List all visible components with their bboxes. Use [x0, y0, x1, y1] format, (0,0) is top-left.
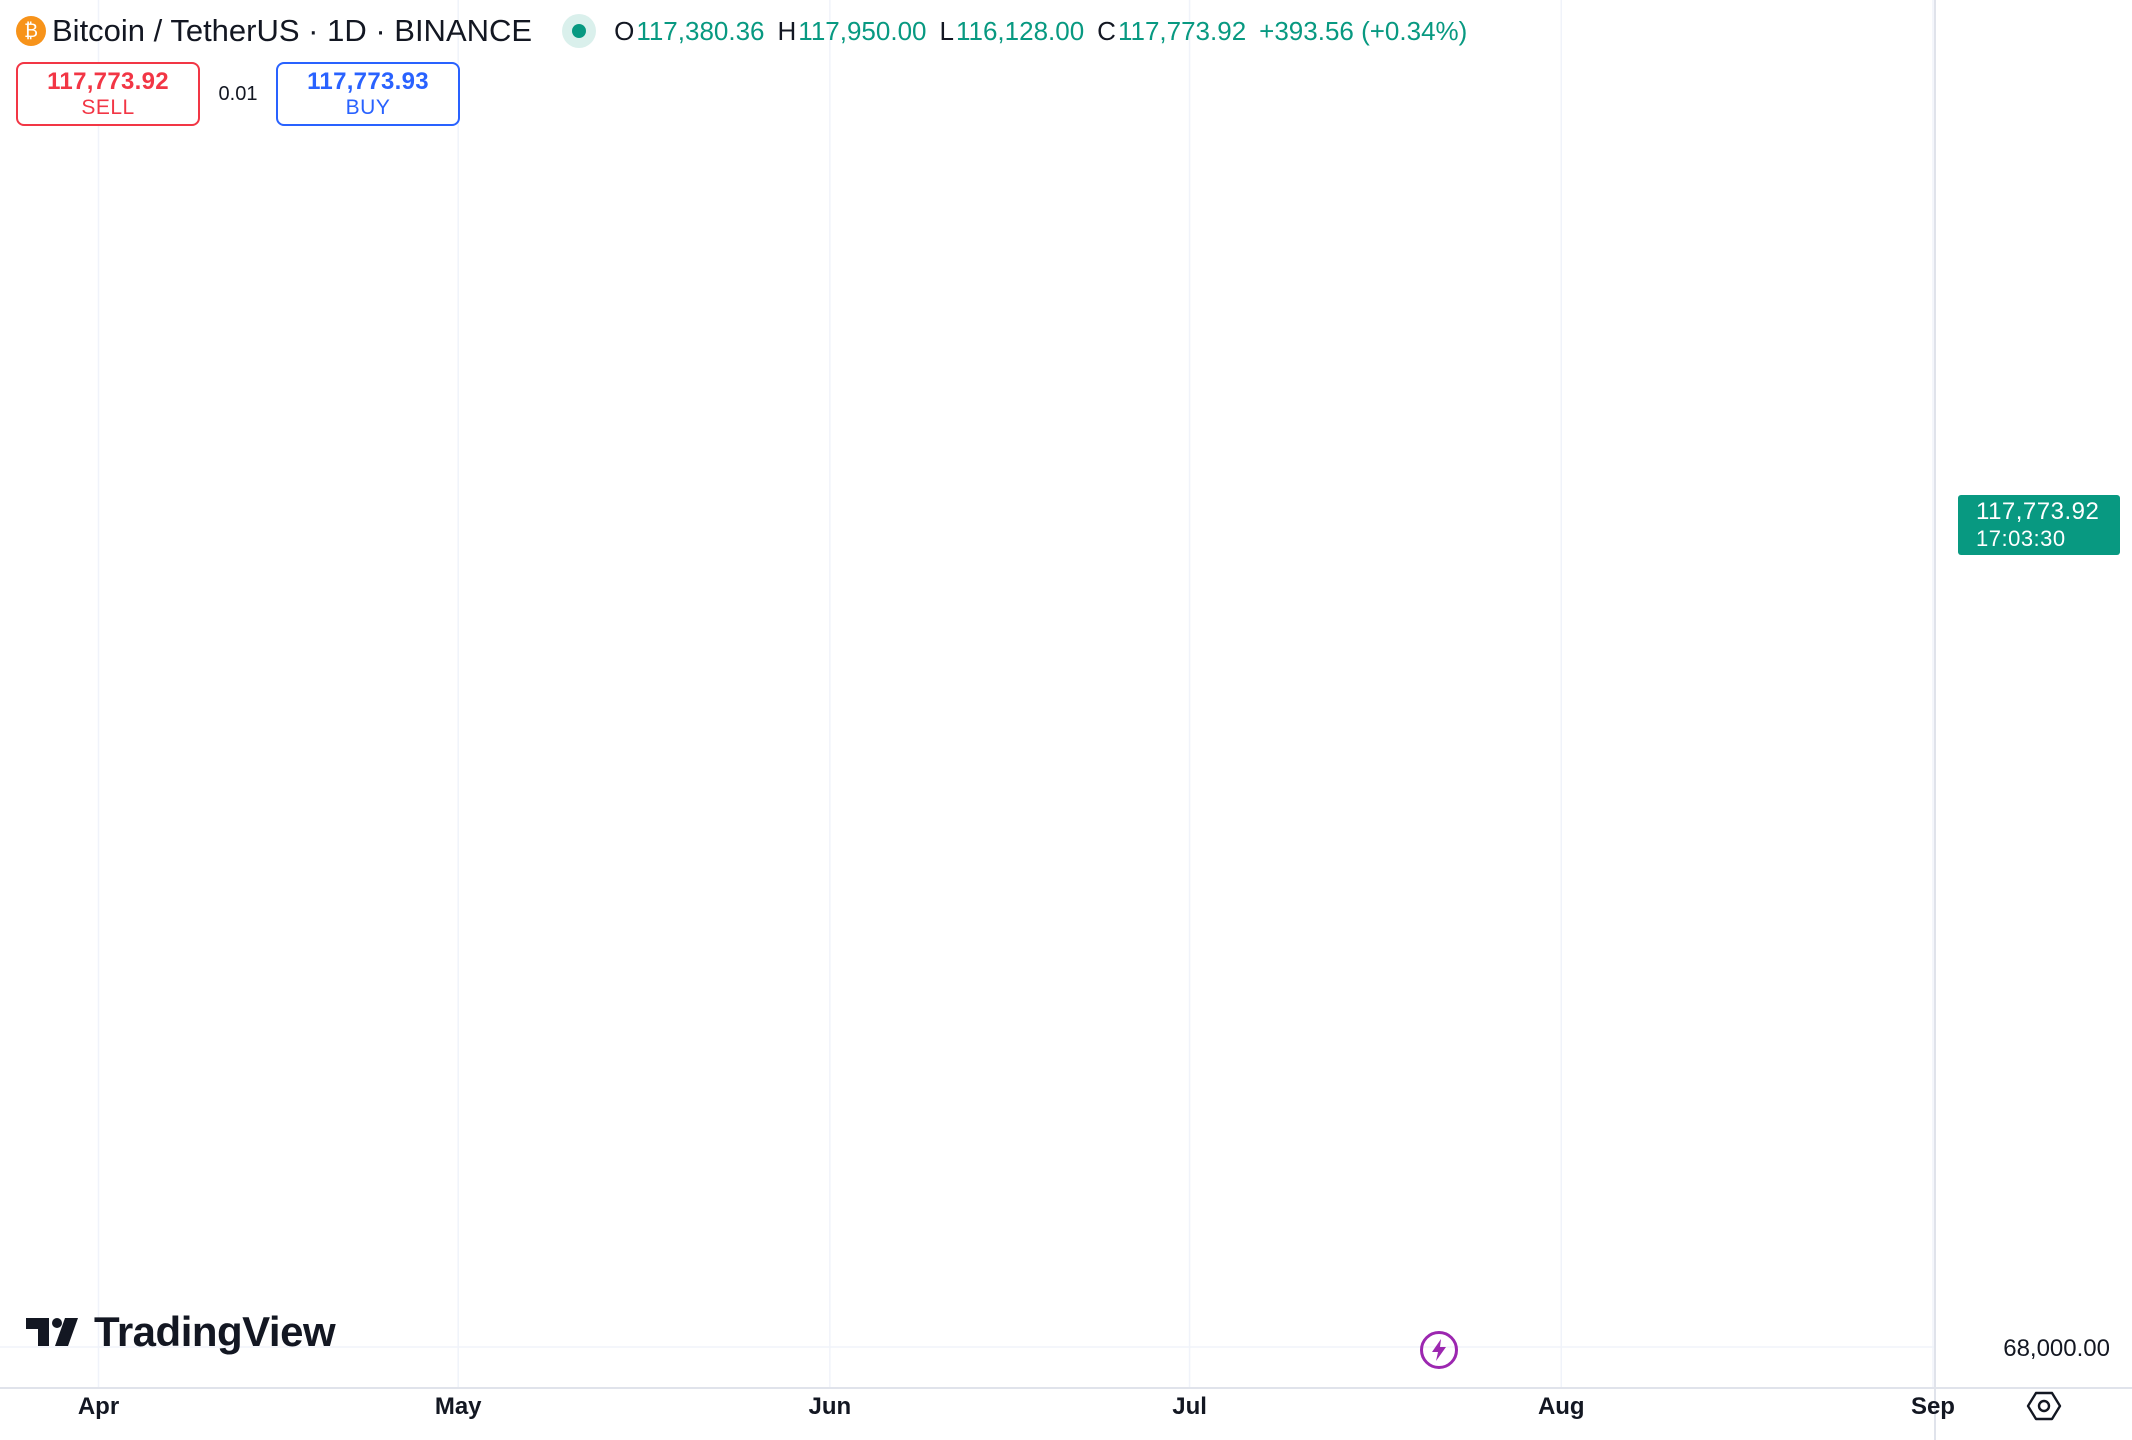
high-label: H	[777, 15, 797, 46]
chart-grid	[0, 0, 1935, 1388]
symbol-title[interactable]: Bitcoin / TetherUS · 1D · BINANCE	[52, 13, 533, 48]
time-scale[interactable]: Apr May Jun Jul Aug Sep	[78, 1393, 1955, 1420]
buy-price: 117,773.93	[307, 68, 429, 95]
trade-panel: 117,773.92 SELL 0.01 117,773.93 BUY	[16, 62, 460, 126]
x-tick-label: Sep	[1911, 1393, 1955, 1420]
spread-value: 0.01	[218, 82, 258, 105]
high-value: 117,950.00	[798, 15, 927, 46]
y-tick-label: 68,000.00	[2003, 1335, 2110, 1362]
x-tick-label: Jul	[1172, 1393, 1207, 1420]
market-open-dot-icon	[562, 14, 597, 48]
low-label: L	[939, 15, 954, 46]
x-tick-label: Aug	[1538, 1393, 1585, 1420]
last-price-tag: 117,773.92 17:03:30	[1958, 495, 2120, 555]
buy-label: BUY	[345, 96, 391, 119]
sell-button[interactable]: 117,773.92 SELL	[16, 62, 200, 126]
tradingview-wordmark: TradingView	[94, 1308, 336, 1355]
open-value: 117,380.36	[636, 15, 765, 46]
open-label: O	[614, 15, 635, 46]
bitcoin-icon: ₿	[16, 16, 46, 46]
last-price-value: 117,773.92	[1976, 498, 2100, 525]
ohlc-values: O 117,380.36 H 117,950.00 L 116,128.00 C 117…	[614, 16, 1467, 47]
price-scale[interactable]: 148,000.00144,000.00140,000.00136,000.00…	[1990, 0, 2110, 1362]
tradingview-logo-icon	[26, 1318, 78, 1346]
symbol-legend: ₿ Bitcoin / TetherUS · 1D · BINANCE O 117…	[16, 10, 1467, 52]
tradingview-logo[interactable]: TradingView	[24, 1308, 336, 1356]
sell-label: SELL	[81, 96, 135, 119]
x-tick-label: Apr	[78, 1393, 119, 1420]
bar-countdown: 17:03:30	[1976, 526, 2066, 551]
settings-gear-icon[interactable]	[2026, 1388, 2062, 1424]
low-value: 116,128.00	[955, 15, 1085, 46]
x-tick-label: May	[435, 1393, 482, 1420]
close-value: 117,773.92	[1117, 15, 1247, 46]
lightning-icon[interactable]	[1420, 1331, 1458, 1369]
close-label: C	[1097, 15, 1116, 46]
sell-price: 117,773.92	[47, 68, 169, 95]
buy-button[interactable]: 117,773.93 BUY	[276, 62, 460, 126]
change-value: +393.56 (+0.34%)	[1259, 15, 1468, 46]
x-tick-label: Jun	[809, 1393, 852, 1420]
